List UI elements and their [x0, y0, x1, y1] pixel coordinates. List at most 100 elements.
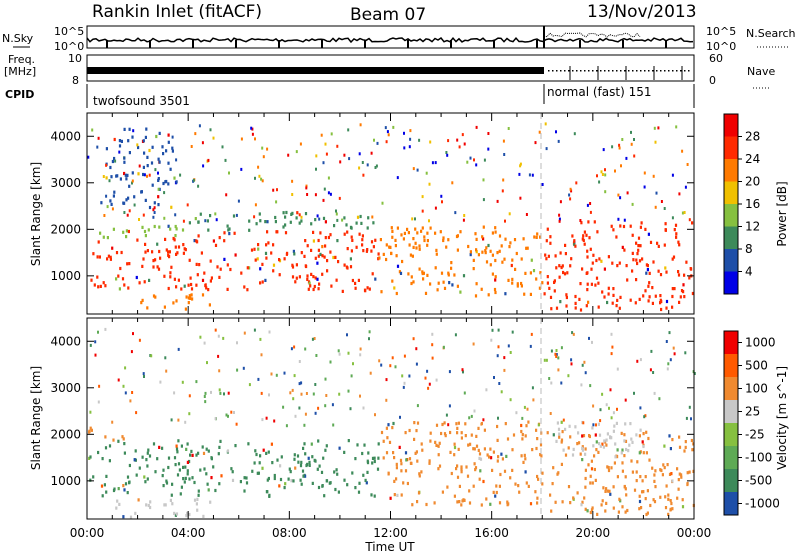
- heatmap-cell: [621, 138, 624, 141]
- heatmap-cell: [569, 187, 572, 191]
- heatmap-cell: [104, 446, 108, 450]
- heatmap-cell: [591, 261, 594, 265]
- heatmap-cell: [620, 451, 623, 455]
- heatmap-cell: [508, 245, 511, 249]
- heatmap-cell: [558, 435, 561, 439]
- heatmap-cell: [514, 267, 517, 271]
- heatmap-cell: [265, 490, 268, 494]
- freq-tick-bottom: 8: [72, 74, 79, 87]
- heatmap-cell: [479, 469, 482, 473]
- heatmap-cell: [551, 482, 554, 486]
- heatmap-cell: [519, 162, 522, 166]
- heatmap-cell: [354, 486, 357, 490]
- heatmap-cell: [258, 212, 261, 216]
- heatmap-cell: [497, 416, 499, 420]
- heatmap-cell: [317, 254, 320, 258]
- heatmap-cell: [633, 138, 635, 141]
- heatmap-cell: [503, 469, 507, 473]
- heatmap-cell: [329, 360, 332, 364]
- heatmap-cell: [581, 363, 584, 367]
- heatmap-cell: [398, 270, 401, 274]
- heatmap-cell: [228, 227, 231, 231]
- heatmap-cell: [683, 295, 686, 299]
- heatmap-cell: [372, 245, 375, 249]
- heatmap-cell: [176, 450, 179, 454]
- heatmap-cell: [253, 461, 256, 465]
- heatmap-cell: [235, 213, 238, 217]
- heatmap-cell: [638, 507, 641, 511]
- heatmap-cell: [298, 221, 301, 225]
- heatmap-cell: [665, 484, 668, 488]
- heatmap-cell: [218, 445, 221, 449]
- power-y-label: Slant Range [km]: [29, 162, 43, 266]
- heatmap-cell: [221, 145, 224, 149]
- heatmap-cell: [448, 404, 451, 408]
- heatmap-cell: [475, 444, 479, 448]
- heatmap-cell: [599, 419, 602, 423]
- heatmap-cell: [234, 444, 237, 448]
- heatmap-cell: [151, 183, 154, 187]
- nave-dot: [604, 70, 606, 72]
- heatmap-cell: [267, 450, 270, 454]
- heatmap-cell: [447, 423, 450, 427]
- heatmap-cell: [248, 266, 251, 270]
- heatmap-cell: [526, 407, 529, 411]
- heatmap-cell: [588, 336, 590, 340]
- heatmap-cell: [677, 487, 680, 491]
- heatmap-cell: [310, 222, 313, 226]
- heatmap-cell: [380, 430, 384, 435]
- heatmap-cell: [586, 255, 589, 259]
- heatmap-cell: [209, 128, 212, 132]
- heatmap-cell: [529, 344, 532, 348]
- heatmap-cell: [578, 441, 581, 445]
- y-tick-label: 3000: [50, 381, 81, 395]
- heatmap-cell: [444, 434, 447, 438]
- heatmap-cell: [190, 145, 193, 148]
- heatmap-cell: [474, 468, 477, 472]
- heatmap-cell: [307, 287, 310, 291]
- heatmap-cell: [227, 414, 229, 418]
- heatmap-cell: [673, 228, 676, 232]
- heatmap-cell: [450, 471, 453, 476]
- heatmap-cell: [623, 433, 626, 437]
- heatmap-cell: [138, 466, 141, 470]
- heatmap-cell: [596, 174, 598, 178]
- heatmap-cell: [639, 225, 642, 229]
- heatmap-cell: [612, 411, 615, 415]
- heatmap-cell: [458, 500, 461, 504]
- heatmap-cell: [473, 409, 476, 413]
- heatmap-cell: [473, 462, 476, 466]
- heatmap-cell: [209, 500, 212, 504]
- heatmap-cell: [343, 263, 346, 267]
- heatmap-cell: [536, 437, 539, 441]
- heatmap-cell: [303, 423, 306, 427]
- heatmap-cell: [472, 342, 475, 346]
- heatmap-cell: [616, 264, 619, 268]
- heatmap-cell: [209, 259, 212, 263]
- heatmap-cell: [207, 158, 210, 162]
- heatmap-cell: [553, 280, 556, 284]
- heatmap-cell: [110, 202, 113, 206]
- heatmap-cell: [116, 499, 119, 503]
- heatmap-cell: [579, 282, 582, 286]
- heatmap-cell: [295, 150, 298, 154]
- heatmap-cell: [604, 168, 606, 172]
- heatmap-cell: [587, 220, 590, 224]
- heatmap-cell: [573, 242, 576, 247]
- velocity-colorbar-label: Velocity [m s^-1]: [775, 366, 789, 470]
- heatmap-cell: [156, 457, 159, 461]
- heatmap-cell: [230, 410, 233, 414]
- heatmap-cell: [645, 512, 648, 517]
- heatmap-cell: [414, 227, 417, 231]
- heatmap-cell: [442, 238, 445, 243]
- heatmap-cell: [289, 391, 292, 395]
- heatmap-cell: [550, 381, 553, 385]
- freq-label: Freq.: [8, 53, 35, 66]
- heatmap-cell: [203, 341, 206, 345]
- heatmap-cell: [361, 161, 364, 164]
- heatmap-cell: [652, 174, 655, 178]
- heatmap-cell: [630, 130, 632, 134]
- heatmap-cell: [207, 449, 210, 453]
- heatmap-cell: [148, 173, 151, 177]
- heatmap-cell: [167, 253, 170, 257]
